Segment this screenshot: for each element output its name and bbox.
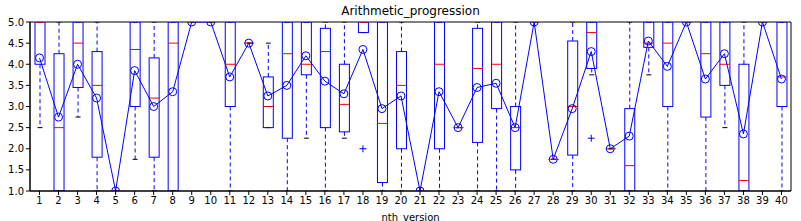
svg-text:39: 39 <box>756 195 769 206</box>
svg-text:2.5: 2.5 <box>8 122 24 133</box>
svg-text:20: 20 <box>395 195 408 206</box>
svg-text:36: 36 <box>699 195 712 206</box>
svg-text:3.0: 3.0 <box>8 101 24 112</box>
svg-text:15: 15 <box>299 195 312 206</box>
svg-text:1.0: 1.0 <box>8 186 24 197</box>
svg-text:2: 2 <box>55 195 61 206</box>
svg-text:4: 4 <box>93 195 99 206</box>
svg-text:1.5: 1.5 <box>8 164 24 175</box>
svg-text:22: 22 <box>433 195 446 206</box>
svg-text:10: 10 <box>204 195 217 206</box>
svg-text:2.0: 2.0 <box>8 143 24 154</box>
svg-text:40: 40 <box>775 195 788 206</box>
svg-text:25: 25 <box>490 195 503 206</box>
svg-text:17: 17 <box>338 195 351 206</box>
svg-text:5.0: 5.0 <box>8 17 24 28</box>
svg-text:4.0: 4.0 <box>8 59 24 70</box>
svg-text:37: 37 <box>718 195 731 206</box>
svg-text:6: 6 <box>131 195 137 206</box>
svg-text:11: 11 <box>223 195 236 206</box>
svg-text:31: 31 <box>604 195 617 206</box>
svg-text:33: 33 <box>642 195 655 206</box>
svg-text:9: 9 <box>189 195 195 206</box>
svg-text:34: 34 <box>661 195 674 206</box>
svg-text:14: 14 <box>280 195 293 206</box>
svg-text:29: 29 <box>566 195 579 206</box>
svg-text:28: 28 <box>547 195 560 206</box>
svg-text:35: 35 <box>680 195 693 206</box>
svg-text:12: 12 <box>242 195 255 206</box>
svg-text:38: 38 <box>737 195 750 206</box>
svg-text:32: 32 <box>623 195 636 206</box>
svg-text:18: 18 <box>357 195 370 206</box>
svg-text:13: 13 <box>261 195 274 206</box>
svg-text:nth_version: nth_version <box>381 212 439 221</box>
svg-text:7: 7 <box>150 195 156 206</box>
svg-text:27: 27 <box>528 195 541 206</box>
svg-text:3: 3 <box>74 195 80 206</box>
svg-text:19: 19 <box>376 195 389 206</box>
html-text:Arithmetic_progression: Arithmetic_progression <box>341 4 480 18</box>
svg-text:8: 8 <box>170 195 176 206</box>
svg-text:21: 21 <box>414 195 427 206</box>
svg-text:3.5: 3.5 <box>8 80 24 91</box>
svg-text:30: 30 <box>585 195 598 206</box>
svg-text:1: 1 <box>36 195 42 206</box>
svg-text:24: 24 <box>471 195 484 206</box>
svg-text:23: 23 <box>452 195 465 206</box>
svg-text:4.5: 4.5 <box>8 38 24 49</box>
svg-text:16: 16 <box>319 195 332 206</box>
svg-text:26: 26 <box>509 195 522 206</box>
svg-text:5: 5 <box>112 195 118 206</box>
